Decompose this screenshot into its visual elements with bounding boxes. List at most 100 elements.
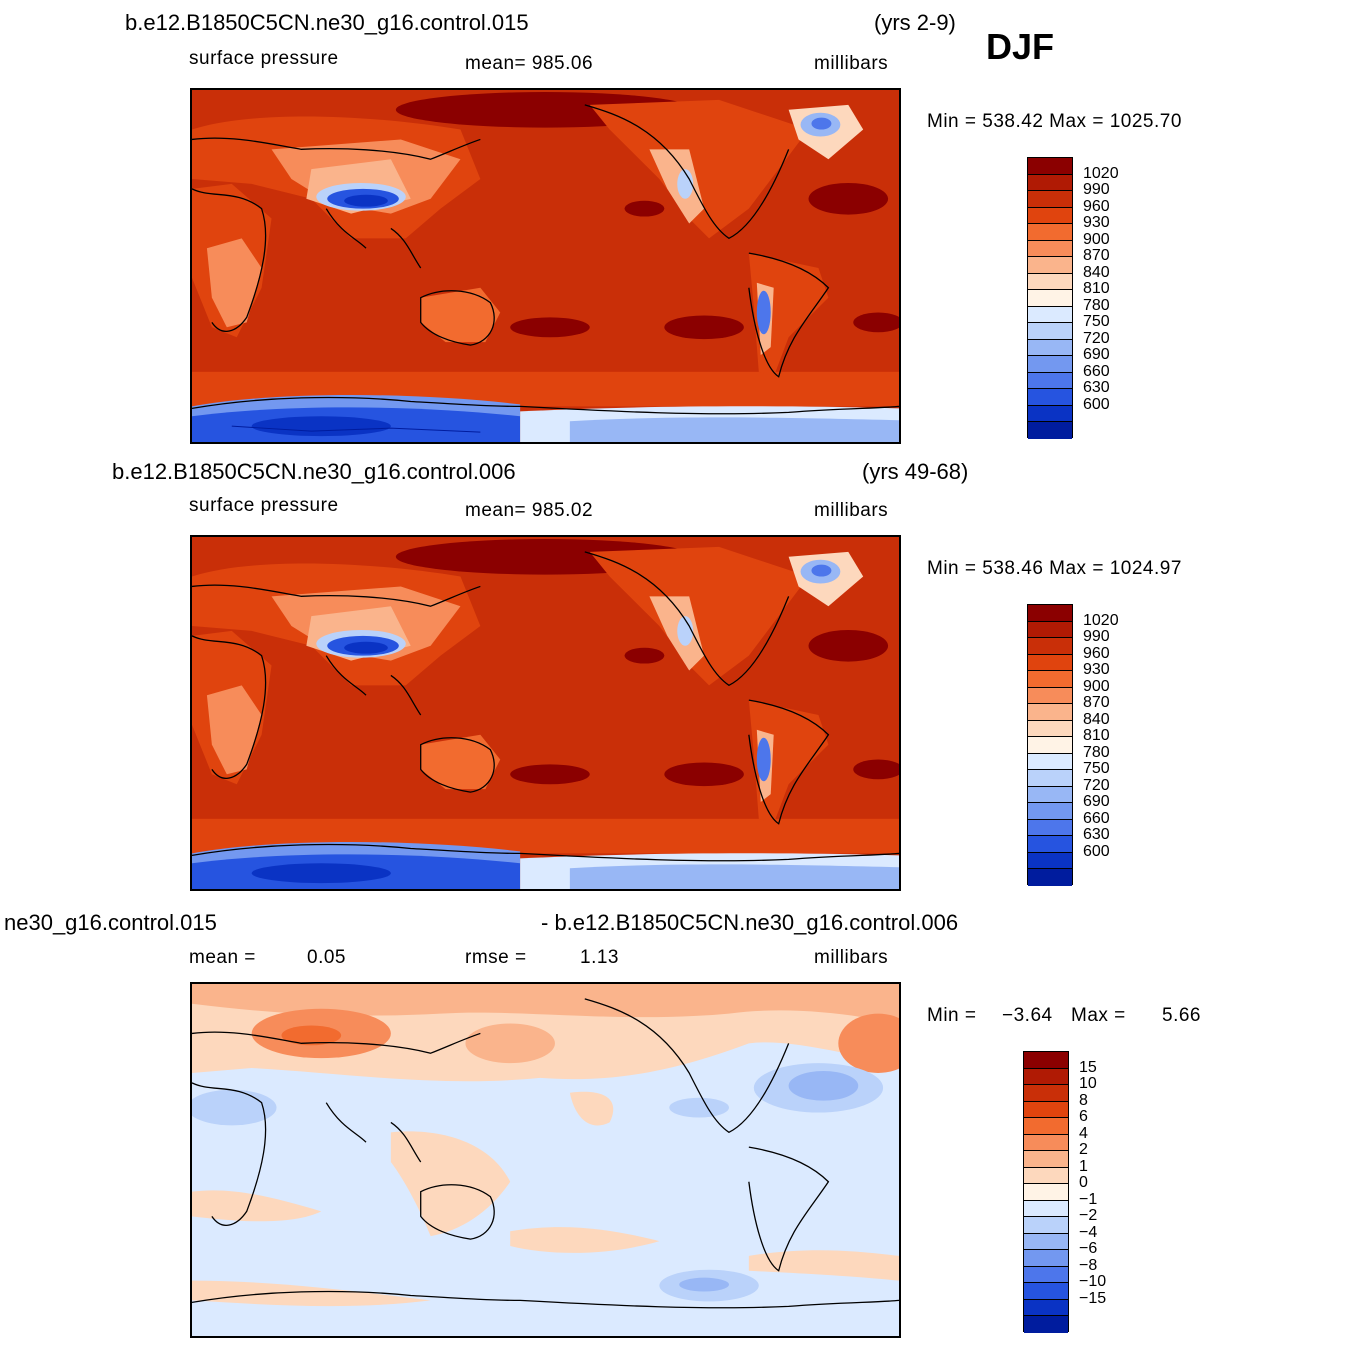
- colorbar-tick-label: 690: [1083, 346, 1110, 364]
- colorbar-swatch: [1024, 1266, 1068, 1284]
- colorbar-swatch: [1028, 207, 1072, 225]
- colorbar-tick-label: 780: [1083, 296, 1110, 314]
- colorbar-tick-label: 990: [1083, 181, 1110, 199]
- colorbar-swatch: [1024, 1052, 1068, 1069]
- panel3-map: [190, 982, 901, 1338]
- colorbar-tick-label: 810: [1083, 727, 1110, 745]
- colorbar-swatch: [1028, 753, 1072, 771]
- panel3-colorbar: [1023, 1051, 1069, 1333]
- panel3-mean-value: 0.05: [307, 947, 346, 968]
- colorbar-swatch: [1028, 654, 1072, 672]
- colorbar-swatch: [1024, 1217, 1068, 1234]
- colorbar-tick-label: 630: [1083, 826, 1110, 844]
- panel1-colorbar: [1027, 157, 1073, 439]
- colorbar-swatch: [1028, 240, 1072, 258]
- colorbar-swatch: [1028, 257, 1072, 274]
- colorbar-swatch: [1024, 1151, 1068, 1168]
- colorbar-swatch: [1024, 1085, 1068, 1102]
- panel2-minmax: Min = 538.46 Max = 1024.97: [927, 558, 1182, 579]
- colorbar-swatch: [1028, 605, 1072, 622]
- colorbar-tick-label: 930: [1083, 661, 1110, 679]
- panel3-rmse-value: 1.13: [580, 947, 619, 968]
- panel2-units-label: millibars: [814, 500, 889, 521]
- colorbar-tick-label: 900: [1083, 230, 1110, 248]
- colorbar-tick-label: 840: [1083, 710, 1110, 728]
- colorbar-tick-label: 6: [1079, 1108, 1088, 1126]
- colorbar-tick-label: 15: [1079, 1058, 1097, 1076]
- colorbar-swatch: [1024, 1299, 1068, 1317]
- colorbar-swatch: [1028, 852, 1072, 870]
- colorbar-tick-label: 810: [1083, 280, 1110, 298]
- colorbar-tick-label: 990: [1083, 628, 1110, 646]
- colorbar-tick-label: 960: [1083, 644, 1110, 662]
- colorbar-swatch: [1028, 290, 1072, 307]
- season-label: DJF: [986, 26, 1055, 67]
- colorbar-swatch: [1024, 1118, 1068, 1135]
- colorbar-tick-label: −1: [1079, 1190, 1098, 1208]
- colorbar-swatch: [1028, 638, 1072, 655]
- colorbar-swatch: [1028, 306, 1072, 324]
- panel3-case-name-right: - b.e12.B1850C5CN.ne30_g16.control.006: [541, 910, 959, 935]
- colorbar-tick-label: 630: [1083, 379, 1110, 397]
- colorbar-tick-label: −2: [1079, 1207, 1098, 1225]
- colorbar-swatch: [1024, 1101, 1068, 1119]
- colorbar-tick-label: −4: [1079, 1223, 1098, 1241]
- colorbar-tick-label: 1: [1079, 1157, 1088, 1175]
- panel1-years: (yrs 2-9): [874, 10, 956, 35]
- colorbar-tick-label: −8: [1079, 1256, 1098, 1274]
- colorbar-swatch: [1024, 1233, 1068, 1251]
- colorbar-swatch: [1028, 687, 1072, 705]
- colorbar-swatch: [1028, 869, 1072, 886]
- colorbar-swatch: [1028, 356, 1072, 373]
- colorbar-tick-label: 960: [1083, 197, 1110, 215]
- colorbar-swatch: [1028, 621, 1072, 639]
- colorbar-tick-label: 690: [1083, 793, 1110, 811]
- colorbar-swatch: [1028, 158, 1072, 175]
- colorbar-swatch: [1024, 1316, 1068, 1333]
- panel3-max-label: Max =: [1071, 1005, 1126, 1026]
- colorbar-tick-label: 720: [1083, 329, 1110, 347]
- colorbar-tick-label: 720: [1083, 776, 1110, 794]
- panel1-minmax: Min = 538.42 Max = 1025.70: [927, 111, 1182, 132]
- colorbar-tick-label: −15: [1079, 1289, 1107, 1307]
- colorbar-swatch: [1028, 819, 1072, 837]
- colorbar-swatch: [1028, 422, 1072, 439]
- colorbar-swatch: [1028, 372, 1072, 390]
- colorbar-swatch: [1024, 1200, 1068, 1218]
- panel1-variable-label: surface pressure: [189, 48, 339, 69]
- colorbar-swatch: [1028, 405, 1072, 423]
- colorbar-swatch: [1024, 1068, 1068, 1086]
- colorbar-swatch: [1028, 786, 1072, 804]
- panel2-mean-label: mean= 985.02: [465, 500, 594, 521]
- colorbar-tick-label: 600: [1083, 395, 1110, 413]
- panel1-units-label: millibars: [814, 53, 889, 74]
- colorbar-swatch: [1028, 224, 1072, 241]
- colorbar-tick-label: 0: [1079, 1174, 1088, 1192]
- panel2-variable-label: surface pressure: [189, 495, 339, 516]
- colorbar-tick-label: −6: [1079, 1240, 1098, 1258]
- panel1-case-name: b.e12.B1850C5CN.ne30_g16.control.015: [125, 10, 529, 35]
- panel2-case-name: b.e12.B1850C5CN.ne30_g16.control.006: [112, 459, 516, 484]
- colorbar-swatch: [1028, 323, 1072, 340]
- colorbar-tick-label: 600: [1083, 842, 1110, 860]
- colorbar-tick-label: 1020: [1083, 611, 1119, 629]
- panel2-colorbar: [1027, 604, 1073, 886]
- colorbar-swatch: [1028, 389, 1072, 406]
- panel3-max-value: 5.66: [1162, 1005, 1201, 1026]
- colorbar-swatch: [1028, 704, 1072, 721]
- colorbar-swatch: [1024, 1134, 1068, 1152]
- colorbar-swatch: [1028, 339, 1072, 357]
- colorbar-tick-label: 10: [1079, 1075, 1097, 1093]
- colorbar-tick-label: 840: [1083, 263, 1110, 281]
- panel2-map: [190, 535, 901, 891]
- colorbar-tick-label: 750: [1083, 760, 1110, 778]
- colorbar-swatch: [1028, 191, 1072, 208]
- panel1-mean-label: mean= 985.06: [465, 53, 594, 74]
- panel3-rmse-label: rmse =: [465, 947, 527, 968]
- colorbar-tick-label: 8: [1079, 1091, 1088, 1109]
- colorbar-tick-label: 4: [1079, 1124, 1088, 1142]
- colorbar-tick-label: 1020: [1083, 164, 1119, 182]
- colorbar-swatch: [1028, 671, 1072, 688]
- panel2-years: (yrs 49-68): [862, 459, 969, 484]
- colorbar-swatch: [1028, 174, 1072, 192]
